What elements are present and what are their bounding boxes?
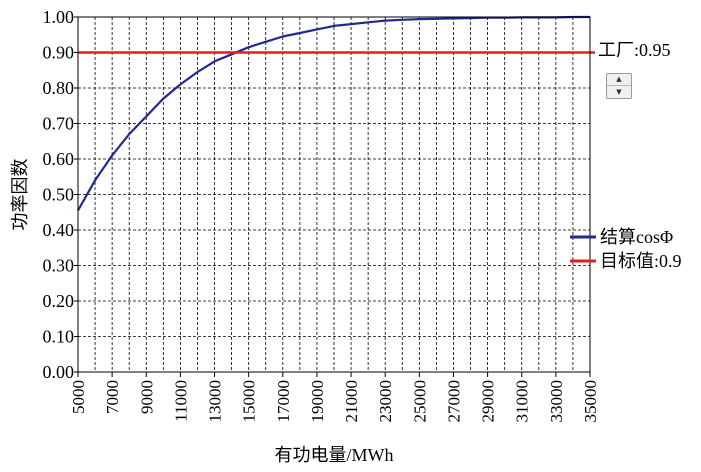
y-tick-label: 0.50 xyxy=(43,185,75,205)
x-tick-label: 15000 xyxy=(240,380,259,423)
y-tick-label: 0.10 xyxy=(43,327,75,347)
spinner-up-button[interactable]: ▲ xyxy=(607,74,631,86)
x-tick-label: 21000 xyxy=(342,380,361,423)
x-tick-label: 17000 xyxy=(274,380,293,423)
series-layer xyxy=(77,15,595,212)
grid-lines xyxy=(78,17,590,372)
x-tick-label: 9000 xyxy=(137,380,156,414)
x-tick-label: 19000 xyxy=(308,380,327,423)
x-tick-labels: 5000 7000 9000 11000 13000 15000 17000 19000 210… xyxy=(69,380,600,423)
x-tick-label: 31000 xyxy=(513,380,532,423)
x-axis-title: 有功电量/MWh xyxy=(275,445,394,465)
y-tick-label: 0.80 xyxy=(43,78,75,98)
spinner-down-button[interactable]: ▼ xyxy=(607,86,631,98)
legend-label-settlement: 结算cosΦ xyxy=(600,227,673,247)
chevron-down-icon: ▼ xyxy=(616,87,622,96)
axes xyxy=(74,16,591,377)
x-tick-label: 35000 xyxy=(581,380,600,423)
legend: 结算cosΦ 目标值:0.9 xyxy=(570,227,682,271)
y-tick-labels: 0.00 0.10 0.20 0.30 0.40 0.50 0.60 0.70 0.80 0.90… xyxy=(43,7,75,382)
x-tick-label: 5000 xyxy=(69,380,88,414)
legend-label-target: 目标值:0.9 xyxy=(600,251,682,271)
y-tick-label: 0.40 xyxy=(43,220,75,240)
x-tick-label: 33000 xyxy=(547,380,566,423)
x-tick-label: 11000 xyxy=(171,380,190,422)
x-tick-label: 13000 xyxy=(206,380,225,423)
y-tick-label: 0.00 xyxy=(43,362,75,382)
y-tick-label: 0.90 xyxy=(43,43,75,63)
y-axis-title: 功率因数 xyxy=(10,159,30,231)
y-tick-label: 0.30 xyxy=(43,256,75,276)
x-tick-label: 23000 xyxy=(376,380,395,423)
y-tick-label: 0.70 xyxy=(43,114,75,134)
y-tick-label: 0.60 xyxy=(43,149,75,169)
y-tick-label: 0.20 xyxy=(43,291,75,311)
series-settlement-line xyxy=(77,15,590,212)
x-tick-label: 29000 xyxy=(479,380,498,423)
x-tick-label: 25000 xyxy=(410,380,429,423)
factory-value-spinner[interactable]: ▲ ▼ xyxy=(606,73,632,99)
y-tick-label: 1.00 xyxy=(43,7,75,27)
x-tick-label: 7000 xyxy=(103,380,122,414)
chevron-up-icon: ▲ xyxy=(616,75,622,83)
x-tick-label: 27000 xyxy=(444,380,463,423)
factory-value-label: 工厂:0.95 xyxy=(598,40,671,60)
